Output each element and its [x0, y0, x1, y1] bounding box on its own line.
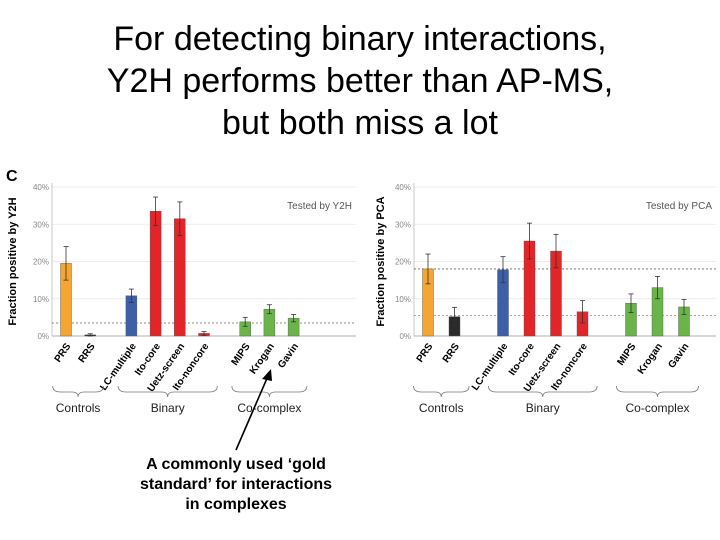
note-line: standard’ for interactions — [139, 476, 333, 493]
y-tick-label: 30% — [33, 220, 49, 229]
y-tick-label: 20% — [33, 258, 49, 267]
gold-standard-note: A commonly used ‘gold standard’ for inte… — [118, 455, 354, 515]
note-line: in complexes — [185, 496, 287, 513]
title-line: For detecting binary interactions, — [113, 20, 607, 58]
error-bar — [266, 304, 272, 315]
error-bar — [655, 275, 660, 300]
group-bracket — [117, 385, 218, 398]
group-bracket — [231, 385, 308, 398]
group-label: Controls — [419, 401, 464, 415]
note-line: A commonly used ‘gold — [146, 456, 326, 473]
error-bar — [201, 331, 207, 336]
error-bar — [153, 196, 159, 226]
group-label: Binary — [526, 401, 560, 415]
y-tick-label: 10% — [395, 295, 411, 304]
panel-letter: C — [6, 168, 18, 185]
error-bar — [681, 299, 687, 315]
error-bar — [553, 233, 559, 269]
chart-corner-label: Tested by Y2H — [287, 201, 352, 212]
group-label: Co-complex — [625, 401, 689, 415]
y-axis-label: Fraction positive by PCA — [375, 196, 387, 326]
error-bar — [177, 201, 183, 236]
error-bar — [628, 293, 634, 313]
chart-corner-label: Tested by PCA — [646, 201, 712, 212]
error-bar — [580, 300, 585, 324]
y-tick-label: 40% — [395, 183, 411, 192]
group-label: Binary — [151, 401, 185, 415]
y-tick-label: 10% — [33, 295, 49, 304]
slide-title: For detecting binary interactions, Y2H p… — [20, 18, 700, 144]
error-bar — [242, 316, 248, 327]
error-bar — [291, 313, 297, 323]
y-tick-label: 0% — [37, 332, 49, 341]
y-tick-label: 20% — [395, 258, 411, 267]
error-bar — [128, 288, 134, 303]
y-axis-label: Fraction positive by Y2H — [7, 197, 19, 325]
error-bar — [527, 222, 532, 260]
y-tick-label: 40% — [33, 183, 49, 192]
group-bracket — [52, 385, 104, 398]
y-tick-label: 0% — [399, 332, 411, 341]
chart-y2h: 0% 10% 20% 30% 40% Fraction positive by Y2H Te… — [7, 183, 356, 415]
chart-pca: 0% 10% 20% 30% 40% Fraction positive by PCA Te… — [375, 183, 716, 415]
group-label: Controls — [56, 401, 101, 415]
group-bracket — [488, 385, 598, 398]
error-bar — [425, 253, 431, 285]
group-bracket — [616, 385, 699, 398]
error-bar — [63, 246, 69, 281]
y-tick-label: 30% — [395, 220, 411, 229]
error-bar — [452, 306, 457, 327]
error-bar — [500, 256, 506, 284]
title-line: Y2H performs better than AP-MS, — [106, 62, 614, 100]
error-bar — [87, 333, 93, 337]
title-line: but both miss a lot — [222, 104, 498, 142]
group-bracket — [413, 385, 470, 398]
